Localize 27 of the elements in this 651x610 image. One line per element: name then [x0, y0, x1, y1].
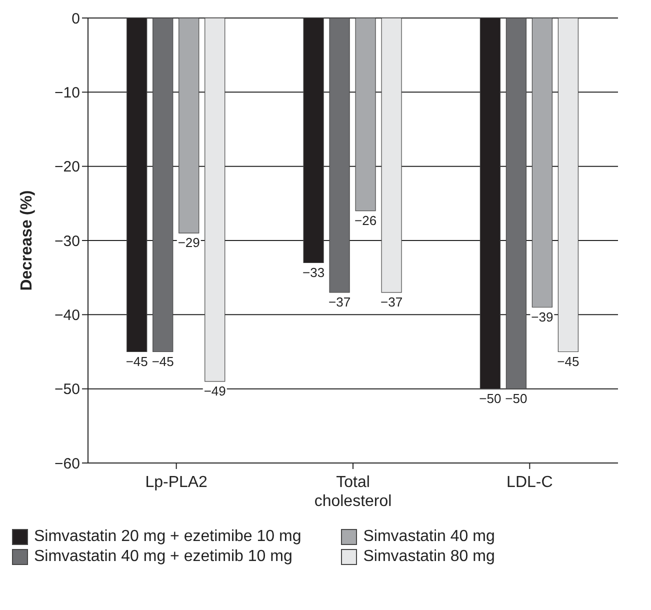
data-label: −26	[354, 212, 377, 228]
y-tick-label: −60	[54, 455, 80, 472]
data-label: −50	[479, 390, 502, 406]
data-label: −37	[380, 294, 403, 310]
legend-label: Simvastatin 20 mg + ezetimibe 10 mg	[34, 528, 302, 546]
legend-label: Simvastatin 40 mg + ezetimib 10 mg	[34, 548, 292, 566]
y-tick-label: −20	[54, 158, 80, 176]
x-tick-label: Total cholesterol	[314, 474, 392, 510]
data-label: −45	[152, 354, 174, 369]
data-label: −33	[302, 264, 325, 280]
y-tick-label: −30	[54, 232, 80, 250]
legend-label: Simvastatin 40 mg	[363, 528, 495, 546]
x-tick-label: Lp-PLA2	[145, 474, 208, 491]
data-label: −39	[531, 309, 554, 324]
y-tick-label: −40	[54, 306, 80, 324]
x-tick-label: LDL-C	[506, 474, 553, 491]
y-tick-label: −10	[54, 84, 80, 102]
legend-label: Simvastatin 80 mg	[363, 548, 495, 566]
data-label: −45	[126, 354, 148, 369]
data-label: −45	[557, 354, 580, 369]
y-tick-label: 0	[72, 10, 80, 28]
data-label: −50	[505, 390, 528, 406]
y-tick-label: −50	[54, 381, 80, 398]
data-label: −37	[328, 294, 351, 310]
data-label: −49	[204, 383, 226, 398]
y-axis-title: Decrease (%)	[18, 190, 36, 291]
data-label: −29	[178, 235, 200, 250]
